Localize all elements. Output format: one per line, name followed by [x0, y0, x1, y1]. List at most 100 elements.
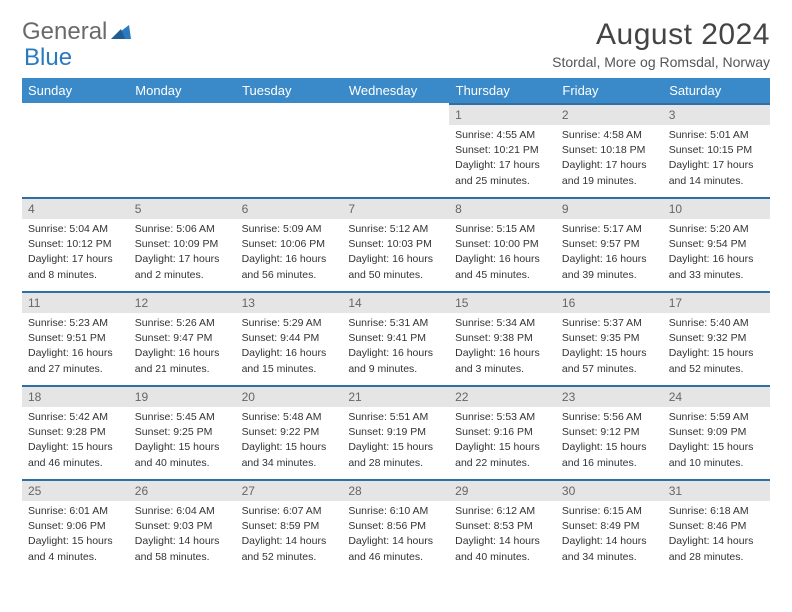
calendar-day-cell: 25Sunrise: 6:01 AMSunset: 9:06 PMDayligh…	[22, 479, 129, 573]
day-detail-line: Daylight: 15 hours	[455, 440, 550, 454]
day-detail-line: and 28 minutes.	[669, 550, 764, 564]
day-number: 15	[449, 291, 556, 313]
day-detail-line: and 34 minutes.	[242, 456, 337, 470]
day-number: 9	[556, 197, 663, 219]
day-detail-line: and 15 minutes.	[242, 362, 337, 376]
day-detail-line: and 57 minutes.	[562, 362, 657, 376]
day-detail-line: Daylight: 17 hours	[135, 252, 230, 266]
day-detail-line: Daylight: 15 hours	[28, 440, 123, 454]
day-details: Sunrise: 5:26 AMSunset: 9:47 PMDaylight:…	[129, 313, 236, 381]
calendar-day-cell: 18Sunrise: 5:42 AMSunset: 9:28 PMDayligh…	[22, 385, 129, 479]
day-detail-line: Sunrise: 6:04 AM	[135, 504, 230, 518]
day-detail-line: Sunset: 9:22 PM	[242, 425, 337, 439]
day-number: 7	[342, 197, 449, 219]
day-number: 19	[129, 385, 236, 407]
day-detail-line: Sunrise: 5:06 AM	[135, 222, 230, 236]
day-number: 12	[129, 291, 236, 313]
day-detail-line: and 16 minutes.	[562, 456, 657, 470]
day-detail-line: Sunrise: 5:34 AM	[455, 316, 550, 330]
calendar-day-cell: 7Sunrise: 5:12 AMSunset: 10:03 PMDayligh…	[342, 197, 449, 291]
day-number: 14	[342, 291, 449, 313]
day-details: Sunrise: 5:29 AMSunset: 9:44 PMDaylight:…	[236, 313, 343, 381]
day-detail-line: Sunrise: 5:04 AM	[28, 222, 123, 236]
day-detail-line: Daylight: 15 hours	[348, 440, 443, 454]
day-detail-line: and 14 minutes.	[669, 174, 764, 188]
calendar-day-cell: 20Sunrise: 5:48 AMSunset: 9:22 PMDayligh…	[236, 385, 343, 479]
day-detail-line: Sunset: 9:38 PM	[455, 331, 550, 345]
day-detail-line: Sunset: 9:25 PM	[135, 425, 230, 439]
day-details: Sunrise: 5:34 AMSunset: 9:38 PMDaylight:…	[449, 313, 556, 381]
day-detail-line: Sunrise: 5:15 AM	[455, 222, 550, 236]
day-detail-line: Sunrise: 5:09 AM	[242, 222, 337, 236]
calendar-day-cell: 10Sunrise: 5:20 AMSunset: 9:54 PMDayligh…	[663, 197, 770, 291]
calendar-day-cell: 21Sunrise: 5:51 AMSunset: 9:19 PMDayligh…	[342, 385, 449, 479]
location-subtitle: Stordal, More og Romsdal, Norway	[552, 54, 770, 70]
calendar-day-cell: 19Sunrise: 5:45 AMSunset: 9:25 PMDayligh…	[129, 385, 236, 479]
day-number: 29	[449, 479, 556, 501]
calendar-day-cell: 22Sunrise: 5:53 AMSunset: 9:16 PMDayligh…	[449, 385, 556, 479]
calendar-day-cell: 28Sunrise: 6:10 AMSunset: 8:56 PMDayligh…	[342, 479, 449, 573]
calendar-day-cell	[236, 103, 343, 197]
day-detail-line: and 9 minutes.	[348, 362, 443, 376]
day-number: 24	[663, 385, 770, 407]
day-detail-line: Sunset: 10:09 PM	[135, 237, 230, 251]
day-detail-line: and 56 minutes.	[242, 268, 337, 282]
day-detail-line: Sunset: 9:35 PM	[562, 331, 657, 345]
day-detail-line: and 10 minutes.	[669, 456, 764, 470]
day-number: 4	[22, 197, 129, 219]
day-detail-line: Daylight: 17 hours	[455, 158, 550, 172]
calendar-week-row: 11Sunrise: 5:23 AMSunset: 9:51 PMDayligh…	[22, 291, 770, 385]
day-header: Wednesday	[342, 78, 449, 103]
day-number: 17	[663, 291, 770, 313]
day-detail-line: Sunset: 8:53 PM	[455, 519, 550, 533]
calendar-week-row: 4Sunrise: 5:04 AMSunset: 10:12 PMDayligh…	[22, 197, 770, 291]
day-details: Sunrise: 5:45 AMSunset: 9:25 PMDaylight:…	[129, 407, 236, 475]
calendar-day-cell: 4Sunrise: 5:04 AMSunset: 10:12 PMDayligh…	[22, 197, 129, 291]
day-detail-line: and 34 minutes.	[562, 550, 657, 564]
day-detail-line: Daylight: 16 hours	[669, 252, 764, 266]
day-number: 6	[236, 197, 343, 219]
calendar-day-cell: 14Sunrise: 5:31 AMSunset: 9:41 PMDayligh…	[342, 291, 449, 385]
day-details: Sunrise: 5:48 AMSunset: 9:22 PMDaylight:…	[236, 407, 343, 475]
day-detail-line: Sunset: 8:46 PM	[669, 519, 764, 533]
day-header-row: Sunday Monday Tuesday Wednesday Thursday…	[22, 78, 770, 103]
day-detail-line: Daylight: 16 hours	[28, 346, 123, 360]
calendar-day-cell: 9Sunrise: 5:17 AMSunset: 9:57 PMDaylight…	[556, 197, 663, 291]
day-detail-line: Daylight: 14 hours	[135, 534, 230, 548]
day-detail-line: and 25 minutes.	[455, 174, 550, 188]
day-detail-line: Sunset: 9:57 PM	[562, 237, 657, 251]
page-title: August 2024	[552, 18, 770, 52]
day-header: Monday	[129, 78, 236, 103]
calendar-day-cell: 16Sunrise: 5:37 AMSunset: 9:35 PMDayligh…	[556, 291, 663, 385]
day-header: Tuesday	[236, 78, 343, 103]
day-detail-line: Daylight: 15 hours	[242, 440, 337, 454]
day-number: 1	[449, 103, 556, 125]
calendar-day-cell	[22, 103, 129, 197]
day-detail-line: Sunrise: 6:15 AM	[562, 504, 657, 518]
logo: General	[22, 18, 133, 46]
day-detail-line: Sunset: 8:49 PM	[562, 519, 657, 533]
day-detail-line: Sunrise: 5:29 AM	[242, 316, 337, 330]
calendar-day-cell: 15Sunrise: 5:34 AMSunset: 9:38 PMDayligh…	[449, 291, 556, 385]
day-detail-line: Sunrise: 4:55 AM	[455, 128, 550, 142]
day-detail-line: Daylight: 16 hours	[135, 346, 230, 360]
day-detail-line: Sunrise: 5:51 AM	[348, 410, 443, 424]
day-details: Sunrise: 6:18 AMSunset: 8:46 PMDaylight:…	[663, 501, 770, 569]
day-detail-line: Daylight: 14 hours	[348, 534, 443, 548]
day-details: Sunrise: 5:15 AMSunset: 10:00 PMDaylight…	[449, 219, 556, 287]
day-details: Sunrise: 5:56 AMSunset: 9:12 PMDaylight:…	[556, 407, 663, 475]
day-details: Sunrise: 5:06 AMSunset: 10:09 PMDaylight…	[129, 219, 236, 287]
day-detail-line: Daylight: 16 hours	[242, 252, 337, 266]
day-detail-line: Sunrise: 6:18 AM	[669, 504, 764, 518]
day-detail-line: Sunrise: 5:59 AM	[669, 410, 764, 424]
day-detail-line: Sunset: 10:21 PM	[455, 143, 550, 157]
day-detail-line: Sunset: 9:54 PM	[669, 237, 764, 251]
day-detail-line: Daylight: 15 hours	[669, 346, 764, 360]
day-number: 10	[663, 197, 770, 219]
day-detail-line: Sunset: 9:09 PM	[669, 425, 764, 439]
logo-icon	[111, 18, 131, 46]
day-details: Sunrise: 5:42 AMSunset: 9:28 PMDaylight:…	[22, 407, 129, 475]
day-detail-line: Sunrise: 5:53 AM	[455, 410, 550, 424]
day-detail-line: Daylight: 15 hours	[28, 534, 123, 548]
day-details: Sunrise: 5:20 AMSunset: 9:54 PMDaylight:…	[663, 219, 770, 287]
